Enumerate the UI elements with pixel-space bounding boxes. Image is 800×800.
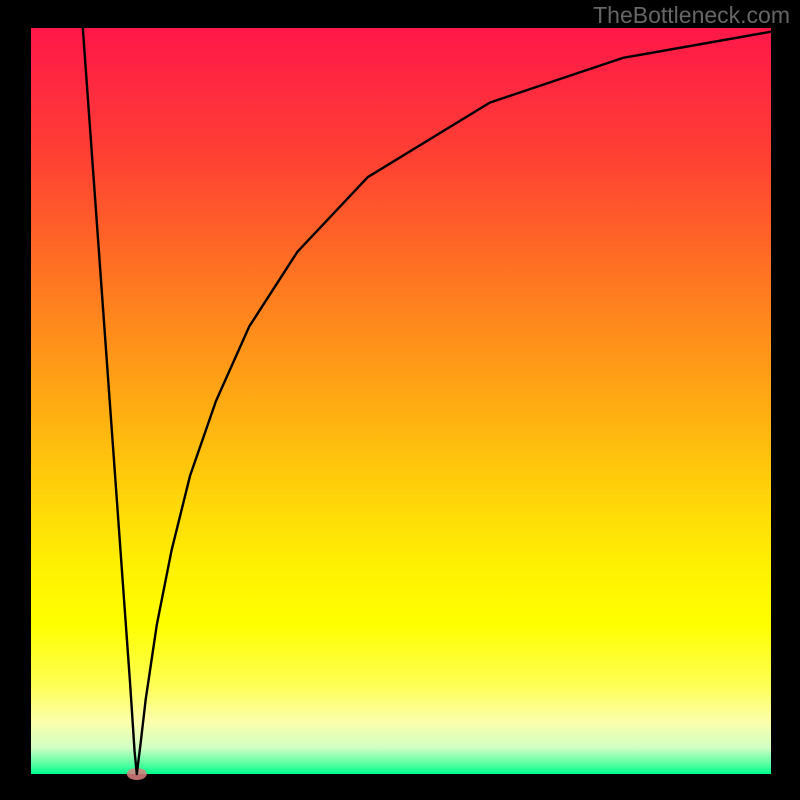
watermark-text: TheBottleneck.com [593,2,790,29]
chart-container: TheBottleneck.com [0,0,800,800]
bottleneck-chart [0,0,800,800]
plot-background [31,28,771,774]
